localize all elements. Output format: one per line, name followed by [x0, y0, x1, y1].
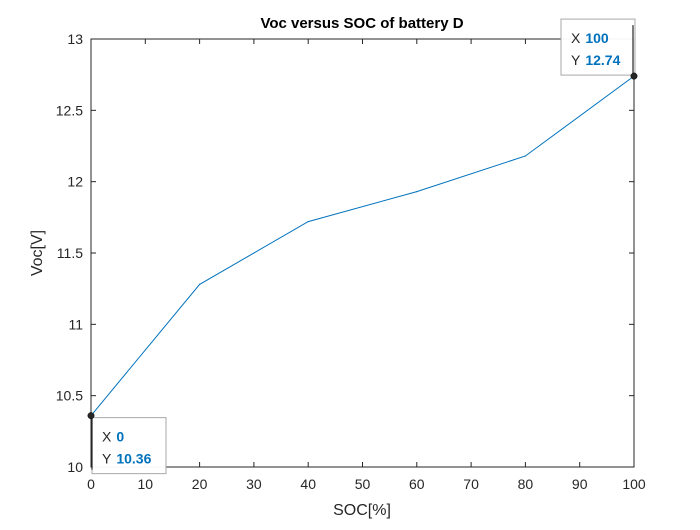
datatip-y: Y 10.36	[102, 451, 152, 467]
datatip-y-label: Y	[102, 451, 112, 467]
x-tick-label: 100	[622, 476, 646, 492]
datatip-x: X 100	[571, 30, 609, 46]
y-tick-label: 12	[67, 174, 83, 190]
data-point	[524, 155, 527, 157]
y-ticks: 10 10.5 11 11.5 12 12.5 13	[56, 31, 634, 475]
y-tick-label: 10.5	[56, 388, 83, 404]
datatip-box	[91, 417, 167, 475]
datatip-x-label: X	[102, 429, 112, 445]
y-tick-label: 11.5	[57, 245, 83, 261]
y-tick-label: 12.5	[56, 102, 83, 118]
x-tick-label: 0	[87, 476, 95, 492]
datatip-y-value: 10.36	[116, 451, 151, 467]
datatip-marker[interactable]	[87, 412, 95, 420]
x-tick-label: 60	[409, 476, 425, 492]
x-tick-label: 40	[300, 476, 316, 492]
x-tick-label: 50	[355, 476, 371, 492]
datatip-x-label: X	[571, 30, 581, 46]
y-tick-label: 10	[67, 459, 83, 475]
x-tick-label: 10	[138, 476, 154, 492]
data-point	[416, 191, 418, 193]
datatip-y-label: Y	[571, 52, 581, 68]
series-line	[90, 75, 635, 416]
datatip-x-value: 0	[116, 429, 124, 445]
x-ticks: 0 10 20 30 40 50 60 70 80 90 100	[87, 39, 646, 492]
x-tick-label: 20	[192, 476, 208, 492]
datatip-y-value: 12.74	[585, 52, 620, 68]
data-point	[307, 221, 309, 223]
datatip[interactable]: X 0Y 10.36	[87, 412, 167, 475]
chart-title: Voc versus SOC of battery D	[260, 15, 463, 32]
x-tick-label: 30	[246, 476, 262, 492]
y-tick-label: 13	[67, 31, 83, 47]
x-tick-label: 70	[463, 476, 479, 492]
datatip-y: Y 12.74	[571, 52, 621, 68]
x-tick-label: 80	[518, 476, 534, 492]
datatip-x-value: 100	[585, 30, 609, 46]
x-tick-label: 90	[572, 476, 588, 492]
datatip-marker[interactable]	[630, 72, 638, 80]
x-axis-label: SOC[%]	[333, 502, 391, 519]
datatip-box	[560, 18, 636, 76]
data-point	[199, 283, 201, 285]
y-tick-label: 11	[68, 316, 83, 332]
y-axis-label: Voc[V]	[29, 230, 46, 276]
plot-area	[90, 38, 635, 468]
